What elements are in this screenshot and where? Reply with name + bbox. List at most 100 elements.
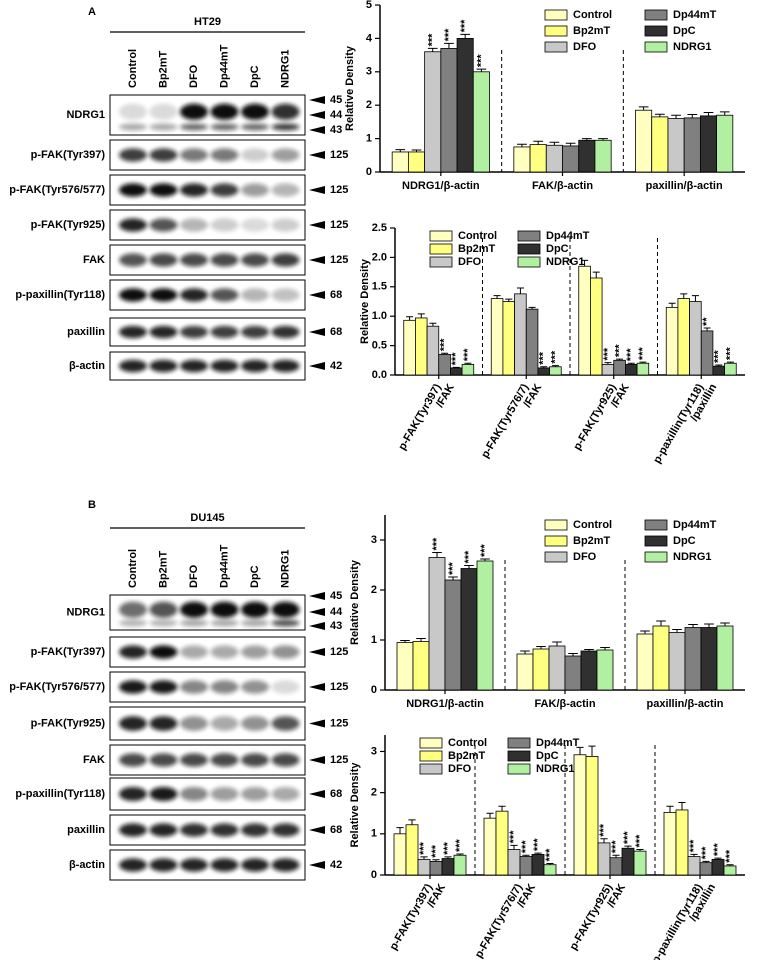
y-tick-label: 2 <box>366 99 372 111</box>
error-bar <box>592 271 600 278</box>
bar <box>545 144 563 173</box>
bar <box>562 145 580 173</box>
protein-label: β-actin <box>69 360 105 372</box>
panel-label: B <box>88 499 96 511</box>
band <box>119 716 147 731</box>
significance: *** <box>544 848 556 862</box>
bar <box>716 114 734 173</box>
x-tick-label: p-FAK(Tyr397) <box>388 882 436 953</box>
band <box>210 218 239 232</box>
bar <box>531 854 545 876</box>
band <box>210 858 239 872</box>
error-bar <box>600 647 610 650</box>
band <box>241 823 269 837</box>
band <box>241 601 269 618</box>
band <box>210 148 239 162</box>
significance: *** <box>538 351 550 365</box>
legend-swatch <box>507 737 531 749</box>
significance: *** <box>430 844 442 858</box>
bar <box>391 151 409 173</box>
significance: *** <box>598 823 610 837</box>
marker-arrow <box>309 592 325 600</box>
error-bar <box>687 114 698 118</box>
bar <box>665 306 679 376</box>
band <box>180 680 208 694</box>
y-tick-label: 0.5 <box>372 340 387 352</box>
legend-swatch <box>544 9 568 21</box>
legend-swatch <box>507 750 531 762</box>
legend-swatch <box>419 750 443 762</box>
marker-arrow <box>309 608 325 616</box>
error-bar <box>568 653 578 656</box>
band <box>119 148 147 162</box>
legend-swatch <box>517 230 541 242</box>
bar <box>507 849 521 876</box>
legend-label: Dp44mT <box>536 737 580 749</box>
error-bar <box>456 853 464 856</box>
band <box>180 218 208 232</box>
legend-swatch <box>644 535 668 547</box>
bar <box>635 109 653 173</box>
error-bar <box>600 838 608 843</box>
bar <box>529 144 547 173</box>
legend-swatch <box>429 256 453 268</box>
error-bar <box>486 812 494 819</box>
protein-label: FAK <box>83 754 105 766</box>
bar <box>428 557 446 691</box>
bar <box>578 265 591 376</box>
marker-arrow <box>309 683 325 691</box>
error-bar <box>432 552 442 558</box>
error-bar <box>598 138 608 141</box>
legend-swatch <box>429 230 453 242</box>
bar <box>633 850 647 876</box>
error-bar <box>549 141 560 146</box>
error-bar <box>612 854 620 858</box>
band <box>180 716 208 731</box>
bar <box>712 365 725 376</box>
bar <box>393 833 407 876</box>
bar <box>667 118 685 173</box>
marker-label: 68 <box>330 824 342 836</box>
error-bar <box>584 649 594 651</box>
error-bar <box>420 856 428 860</box>
bar <box>590 277 603 376</box>
bar <box>652 625 670 691</box>
legend-label: Control <box>573 9 612 21</box>
band <box>241 253 269 267</box>
marker-arrow <box>309 328 325 336</box>
bar <box>444 579 462 691</box>
marker-label: 44 <box>330 606 343 618</box>
bar <box>429 861 443 876</box>
protein-label: paxillin <box>67 824 105 836</box>
bar <box>412 641 430 691</box>
band <box>119 823 147 837</box>
y-tick-label: 0 <box>371 684 377 696</box>
band <box>241 123 269 131</box>
significance: *** <box>520 840 532 854</box>
error-bar <box>460 33 471 39</box>
bar <box>519 856 533 876</box>
band <box>180 148 208 162</box>
legend-swatch <box>544 535 568 547</box>
legend-label: Bp2mT <box>458 243 496 255</box>
error-bar <box>416 638 426 642</box>
band <box>119 253 147 267</box>
error-bar <box>505 298 513 302</box>
y-tick-label: 3 <box>371 534 377 546</box>
band <box>271 645 300 659</box>
band <box>180 103 208 120</box>
significance: *** <box>625 348 637 362</box>
marker-label: 125 <box>330 681 348 693</box>
band <box>149 325 178 339</box>
error-bar <box>680 293 688 299</box>
band <box>149 858 178 872</box>
error-bar <box>522 854 530 857</box>
significance: *** <box>475 54 487 68</box>
band <box>241 183 269 197</box>
protein-label: p-paxillin(Tyr118) <box>15 788 105 800</box>
marker-label: 125 <box>330 717 348 729</box>
band <box>119 103 147 120</box>
legend-label: Control <box>448 737 487 749</box>
y-tick-label: 4 <box>366 32 373 44</box>
significance: *** <box>700 846 712 860</box>
